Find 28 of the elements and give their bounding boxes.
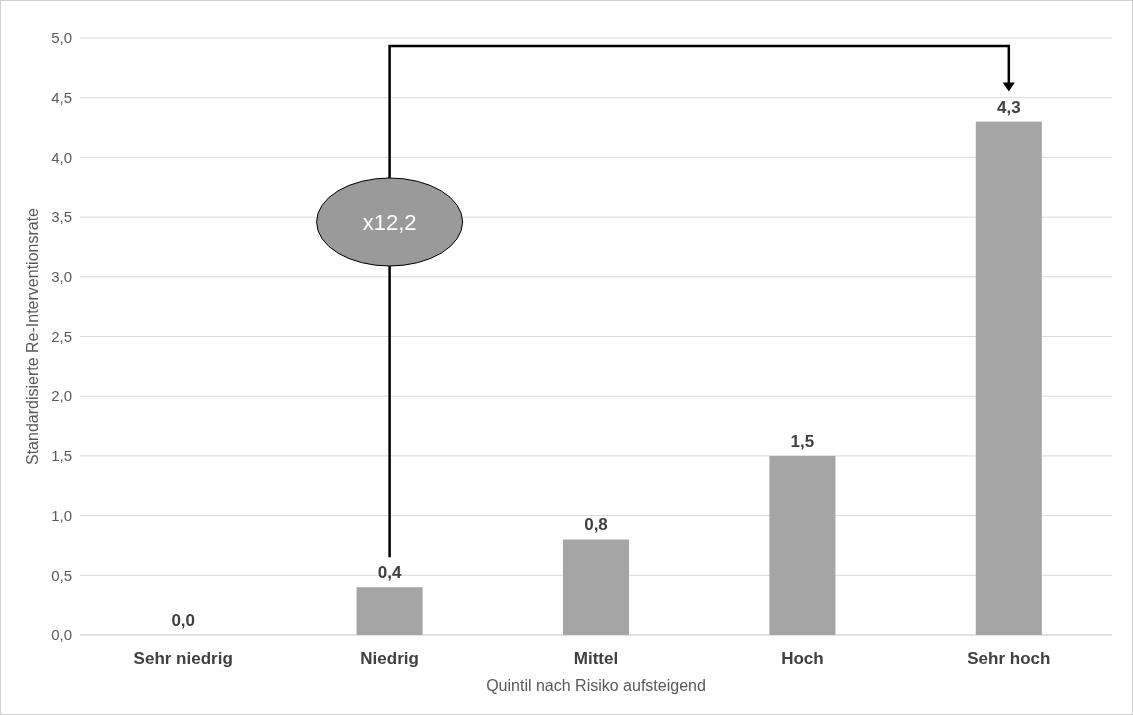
annotation: x12,2 xyxy=(362,209,417,235)
data-label: 0,0 xyxy=(171,611,196,630)
y-tick-label: 1,5 xyxy=(51,447,72,465)
data-label: 1,5 xyxy=(790,431,815,451)
bar xyxy=(975,121,1042,635)
bar xyxy=(356,587,423,635)
bar xyxy=(562,539,630,635)
data-label: 4,3 xyxy=(996,97,1021,117)
x-tick-label: Hoch xyxy=(781,649,824,668)
y-tick-label: 4,0 xyxy=(51,148,72,166)
x-axis-title: Quintil nach Risiko aufsteigend xyxy=(486,677,706,694)
bar xyxy=(769,455,836,635)
y-tick-label: 2,0 xyxy=(51,387,72,405)
y-axis-title: Standardisierte Re-Interventionsrate xyxy=(24,207,41,466)
y-tick-label: 3,5 xyxy=(51,208,72,226)
y-tick-label: 4,5 xyxy=(51,88,72,106)
x-tick-label: Sehr niedrig xyxy=(133,649,233,668)
y-tick-label: 0,5 xyxy=(51,566,72,584)
x-tick-label: Niedrig xyxy=(360,649,419,668)
x-tick-label: Sehr hoch xyxy=(967,649,1051,668)
y-tick-label: 3,0 xyxy=(51,268,72,286)
data-label: 0,4 xyxy=(377,563,402,583)
y-tick-label: 5,0 xyxy=(51,29,72,47)
x-tick-label: Mittel xyxy=(573,649,619,668)
data-label: 0,8 xyxy=(584,515,608,535)
y-tick-label: 2,5 xyxy=(51,327,72,345)
y-tick-label: 0,0 xyxy=(51,626,72,644)
y-tick-label: 1,0 xyxy=(51,506,72,524)
